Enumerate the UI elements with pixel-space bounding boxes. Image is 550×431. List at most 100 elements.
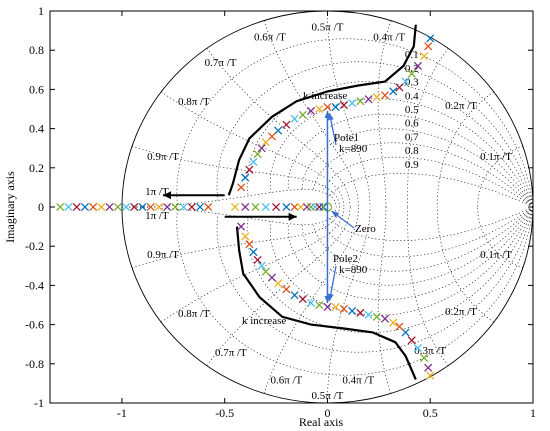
arrow-right-head [288,212,297,221]
pole-marker [187,202,196,212]
damping-curve [329,173,534,208]
pole-marker [179,202,188,212]
pole2-k-label: k=890 [339,264,368,276]
boundary-curve-lower [235,226,417,380]
pole-marker [80,202,90,212]
pole-marker [245,165,254,174]
pole-marker [245,240,254,249]
y-tick-label: 0.8 [29,43,44,57]
damping-curve [301,206,534,286]
pole-marker [230,202,240,212]
frequency-label-top: 0.8π /T [178,96,210,108]
pole-marker [241,173,250,182]
damping-curve [287,206,534,300]
damping-label: 0.9 [405,159,419,171]
axes: -1 -0.5 0 0.5 1-1-0.8-0.6-0.4-0.200.20.40.60… [25,4,536,420]
pole-marker [348,99,357,108]
annotations [324,110,355,304]
pole-marker [356,308,365,317]
frequency-label-bottom: 0.3π /T [414,345,446,357]
pole-marker [290,202,299,212]
damping-curve [176,38,534,208]
arrow-left-head [163,191,172,200]
pole-marker [424,363,433,372]
pole-marker [323,302,332,312]
pole-marker [253,255,262,264]
pole-marker [331,302,340,312]
pole-marker [64,202,73,212]
pole-marker [105,202,114,212]
damping-label: 0.8 [405,145,419,157]
x-tick-label: -1 [117,406,127,420]
pole-marker [407,69,416,78]
pole-marker [130,202,139,212]
y-tick-label: 0 [38,200,44,214]
damping-curve [329,206,534,241]
damping-curve [246,206,534,333]
pole-marker [315,202,324,212]
frequency-label-bottom: 0.4π /T [342,374,374,386]
frequency-curve [206,206,351,366]
frequency-curve [377,206,392,394]
frequency-label-bottom: 0.8π /T [178,308,210,320]
pole2-label: Pole2 [333,253,358,265]
frequency-label-top: 1π /T [145,186,169,198]
boundary-curve-upper [227,24,417,196]
boundary-curves [163,24,417,380]
pole-marker [204,202,213,212]
frequency-label-bottom: 0.9π /T [147,249,179,261]
y-tick-label: -1 [34,396,44,410]
frequency-curve [206,48,351,208]
pole-marker [380,91,390,100]
pole-marker [339,304,348,313]
pole-marker [272,202,281,212]
x-tick-label: -0.5 [215,406,234,420]
frequency-curve [263,206,359,394]
pole-marker [426,371,435,380]
pole-marker [339,101,348,110]
damping-curve [322,156,534,208]
frequency-curve [407,48,449,207]
pole-marker [306,106,316,116]
frequency-curve [407,207,449,366]
pole-marker [261,267,270,276]
x-tick-label: 1 [530,406,536,420]
pole-marker [267,273,277,282]
pole1-k-label: k=890 [339,143,368,155]
pole-marker [253,150,262,159]
pole-marker [395,83,404,92]
pole-marker [274,279,283,288]
y-tick-label: 0.2 [29,161,44,175]
pole-marker [424,42,433,51]
pole-marker [249,157,258,166]
frequency-label-top: 0.1π /T [480,151,512,163]
pole-marker [331,102,340,112]
pole-marker [138,202,147,212]
damping-curve [287,114,534,208]
pole-marker [315,104,324,114]
pole-marker [356,97,365,106]
y-tick-label: 0.6 [29,82,44,96]
pole-marker [296,202,305,212]
zero-pointer-head [331,211,339,218]
zero-label: Zero [355,223,376,235]
frequency-label-bottom: 1π /T [145,210,169,222]
frequency-label-top: 0.7π /T [205,57,237,69]
pole-marker [290,291,299,300]
pole-marker [306,298,316,308]
pole-marker [298,295,307,304]
damping-curve [176,206,534,376]
frequency-curve [377,20,392,208]
pole-marker [241,202,250,212]
frequency-curve [477,206,524,268]
y-tick-label: -0.4 [25,278,44,292]
pole-marker [97,202,106,212]
pole-markers [56,34,435,380]
pole-marker [163,202,172,212]
pole-marker [323,102,332,112]
pole-marker [56,202,65,212]
frequency-label-bottom: 0.7π /T [215,347,247,359]
damping-curve [216,206,534,353]
frequency-label-bottom: 0.2π /T [445,306,477,318]
pole-marker [348,306,357,315]
